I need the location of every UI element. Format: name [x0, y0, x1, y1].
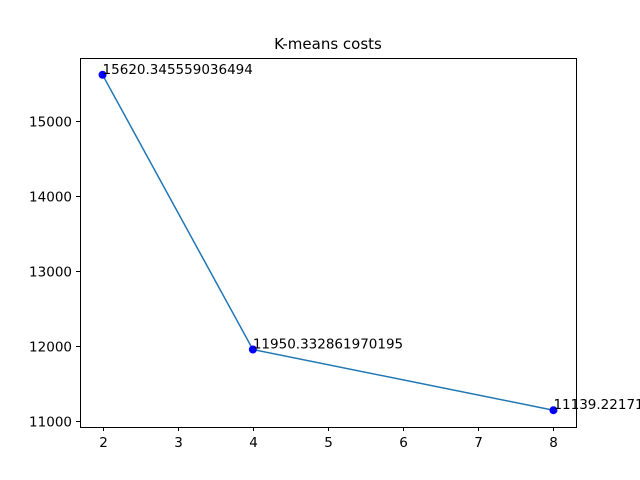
x-tick-label: 5 — [324, 435, 333, 451]
chart-title: K-means costs — [274, 35, 382, 53]
x-tick-label: 6 — [399, 435, 408, 451]
axes-frame — [80, 58, 577, 428]
x-tick-label: 8 — [549, 435, 558, 451]
y-tick-label: 13000 — [29, 265, 72, 281]
data-label: 15620.345559036494 — [103, 62, 253, 78]
y-tick-label: 15000 — [29, 115, 72, 131]
y-tick-label: 14000 — [29, 190, 72, 206]
y-tick-label: 12000 — [29, 340, 72, 356]
data-point — [549, 406, 558, 415]
x-tick-label: 4 — [249, 435, 258, 451]
x-tick-label: 3 — [174, 435, 183, 451]
data-point — [98, 70, 107, 79]
x-tick-label: 2 — [99, 435, 108, 451]
data-label: 11950.332861970195 — [253, 337, 403, 353]
y-tick-label: 11000 — [29, 415, 72, 431]
plot-area: 2 3 4 5 6 7 8 11000 12000 13000 14000 15000 15620.34… — [29, 58, 640, 451]
data-point — [248, 345, 257, 354]
x-tick-label: 7 — [474, 435, 483, 451]
data-label: 11139.22171 — [553, 397, 640, 413]
